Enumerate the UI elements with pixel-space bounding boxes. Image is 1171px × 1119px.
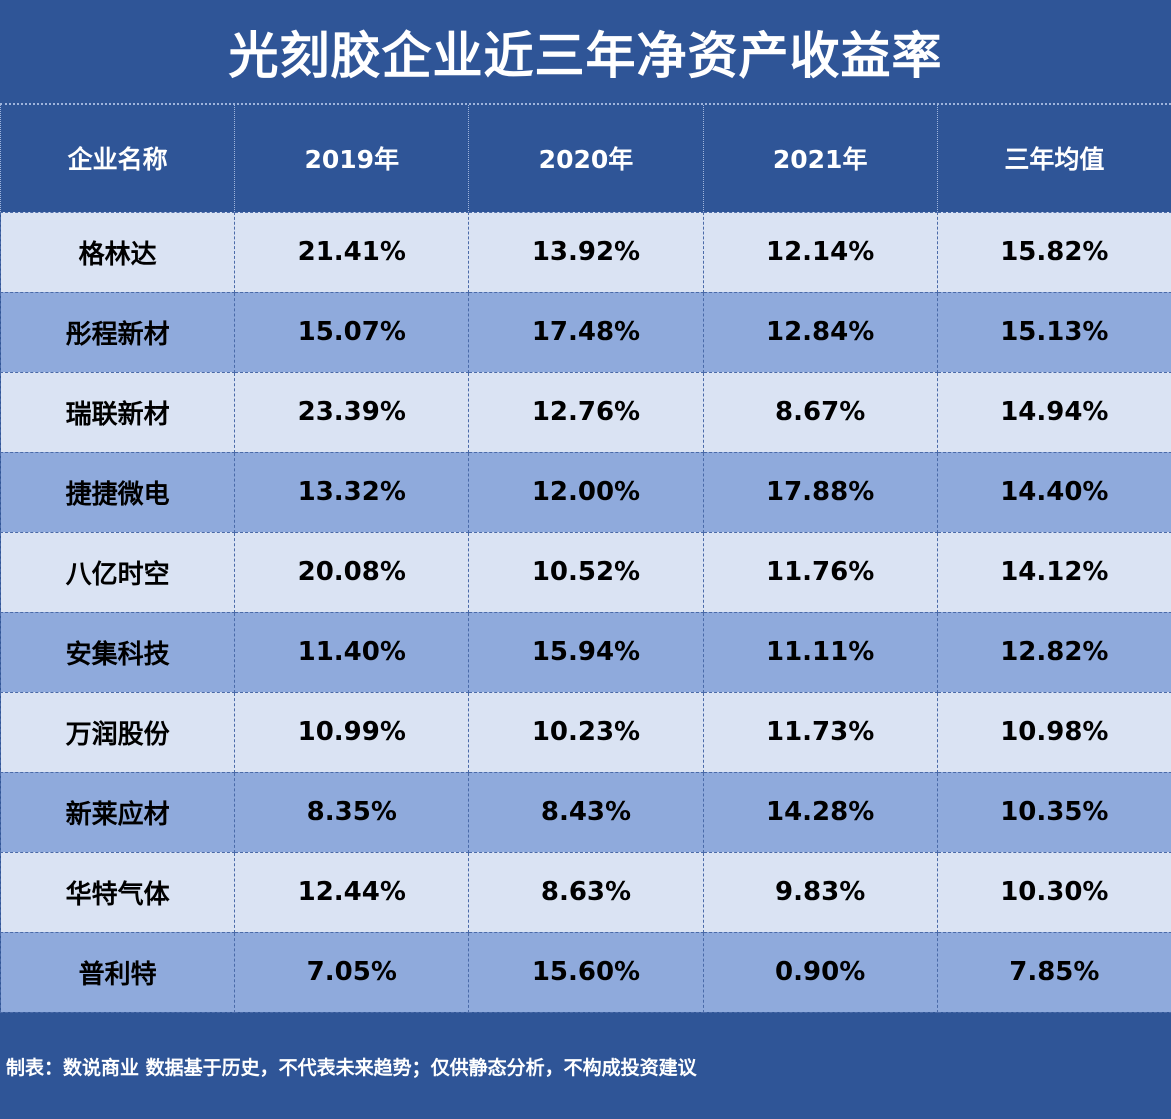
column-header-average: 三年均值 <box>936 105 1171 212</box>
value-2019-cell: 21.41% <box>234 211 470 293</box>
value-2021-cell: 0.90% <box>702 931 938 1013</box>
table-row: 捷捷微电 13.32% 12.00% 17.88% 14.40% <box>0 451 1171 533</box>
value-2019-cell: 20.08% <box>234 531 470 613</box>
value-2021-cell: 11.76% <box>702 531 938 613</box>
average-cell: 15.13% <box>936 291 1171 373</box>
roe-table: 企业名称 2019年 2020年 2021年 三年均值 格林达 21.41% 13.… <box>0 105 1171 1013</box>
company-name-cell: 普利特 <box>0 931 236 1013</box>
value-2020-cell: 12.76% <box>468 371 704 453</box>
average-cell: 14.94% <box>936 371 1171 453</box>
company-name-cell: 新莱应材 <box>0 771 236 853</box>
value-2019-cell: 23.39% <box>234 371 470 453</box>
value-2021-cell: 14.28% <box>702 771 938 853</box>
table-row: 彤程新材 15.07% 17.48% 12.84% 15.13% <box>0 291 1171 373</box>
average-cell: 14.40% <box>936 451 1171 533</box>
value-2020-cell: 8.63% <box>468 851 704 933</box>
average-cell: 10.98% <box>936 691 1171 773</box>
company-name-cell: 华特气体 <box>0 851 236 933</box>
average-cell: 12.82% <box>936 611 1171 693</box>
value-2020-cell: 15.94% <box>468 611 704 693</box>
company-name-cell: 万润股份 <box>0 691 236 773</box>
average-cell: 10.35% <box>936 771 1171 853</box>
table-container: 企业名称 2019年 2020年 2021年 三年均值 格林达 21.41% 13.… <box>0 105 1171 1013</box>
table-body: 格林达 21.41% 13.92% 12.14% 15.82% 彤程新材 15.07% 17.… <box>0 211 1171 1013</box>
value-2020-cell: 10.23% <box>468 691 704 773</box>
value-2020-cell: 13.92% <box>468 211 704 293</box>
value-2021-cell: 17.88% <box>702 451 938 533</box>
value-2019-cell: 10.99% <box>234 691 470 773</box>
value-2019-cell: 7.05% <box>234 931 470 1013</box>
value-2020-cell: 17.48% <box>468 291 704 373</box>
value-2019-cell: 13.32% <box>234 451 470 533</box>
chart-title: 光刻胶企业近三年净资产收益率 <box>0 0 1171 105</box>
value-2020-cell: 12.00% <box>468 451 704 533</box>
average-cell: 15.82% <box>936 211 1171 293</box>
value-2021-cell: 9.83% <box>702 851 938 933</box>
company-name-cell: 瑞联新材 <box>0 371 236 453</box>
average-cell: 7.85% <box>936 931 1171 1013</box>
column-header-2019: 2019年 <box>234 105 470 212</box>
company-name-cell: 八亿时空 <box>0 531 236 613</box>
column-header-company: 企业名称 <box>0 105 236 212</box>
value-2019-cell: 8.35% <box>234 771 470 853</box>
footnote: 制表：数说商业 数据基于历史，不代表未来趋势；仅供静态分析，不构成投资建议 <box>6 1056 697 1079</box>
average-cell: 14.12% <box>936 531 1171 613</box>
table-row: 万润股份 10.99% 10.23% 11.73% 10.98% <box>0 691 1171 773</box>
table-row: 格林达 21.41% 13.92% 12.14% 15.82% <box>0 211 1171 293</box>
table-row: 瑞联新材 23.39% 12.76% 8.67% 14.94% <box>0 371 1171 453</box>
value-2019-cell: 12.44% <box>234 851 470 933</box>
company-name-cell: 彤程新材 <box>0 291 236 373</box>
table-row: 八亿时空 20.08% 10.52% 11.76% 14.12% <box>0 531 1171 613</box>
company-name-cell: 格林达 <box>0 211 236 293</box>
table-row: 安集科技 11.40% 15.94% 11.11% 12.82% <box>0 611 1171 693</box>
table-row: 普利特 7.05% 15.60% 0.90% 7.85% <box>0 931 1171 1013</box>
company-name-cell: 安集科技 <box>0 611 236 693</box>
value-2021-cell: 12.84% <box>702 291 938 373</box>
value-2020-cell: 8.43% <box>468 771 704 853</box>
value-2019-cell: 15.07% <box>234 291 470 373</box>
value-2019-cell: 11.40% <box>234 611 470 693</box>
value-2020-cell: 10.52% <box>468 531 704 613</box>
value-2020-cell: 15.60% <box>468 931 704 1013</box>
column-header-2021: 2021年 <box>702 105 938 212</box>
average-cell: 10.30% <box>936 851 1171 933</box>
value-2021-cell: 8.67% <box>702 371 938 453</box>
column-header-2020: 2020年 <box>468 105 704 212</box>
value-2021-cell: 12.14% <box>702 211 938 293</box>
table-row: 新莱应材 8.35% 8.43% 14.28% 10.35% <box>0 771 1171 853</box>
header-row: 企业名称 2019年 2020年 2021年 三年均值 <box>0 105 1171 212</box>
table-row: 华特气体 12.44% 8.63% 9.83% 10.30% <box>0 851 1171 933</box>
company-name-cell: 捷捷微电 <box>0 451 236 533</box>
value-2021-cell: 11.73% <box>702 691 938 773</box>
value-2021-cell: 11.11% <box>702 611 938 693</box>
